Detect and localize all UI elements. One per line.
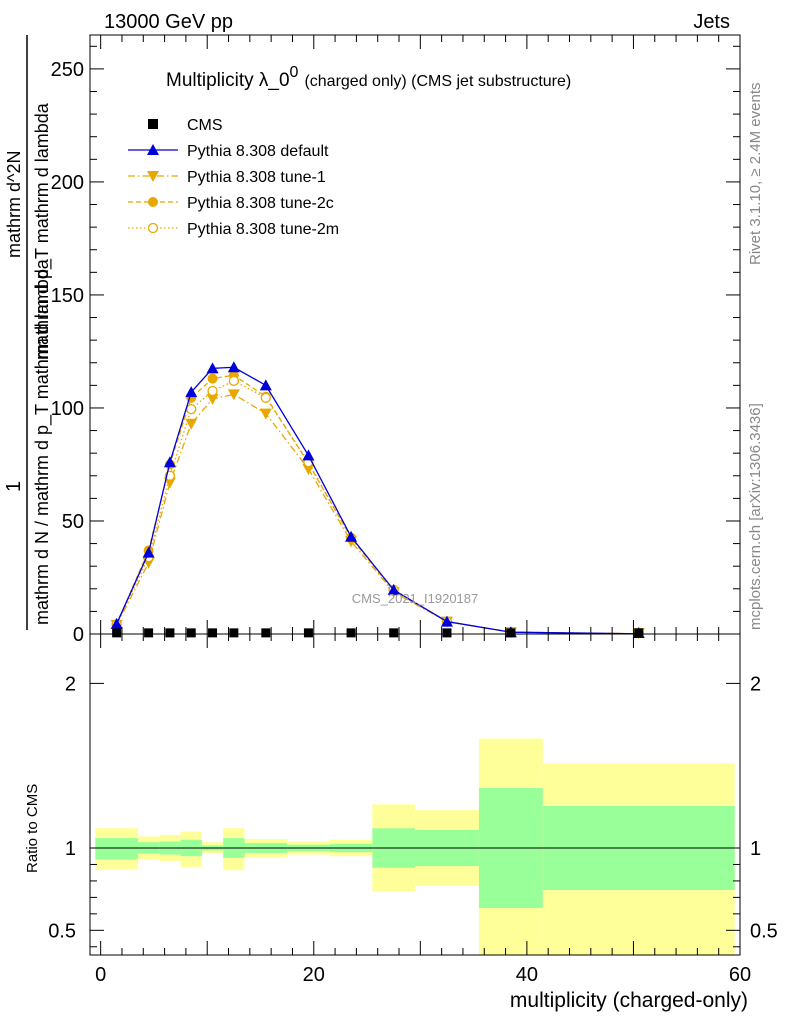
data-point: [345, 530, 358, 542]
y-tick-label: 50: [62, 511, 84, 533]
main-panel: CMS_2021_I1920187 0 50 100 150 200 250 Multip…: [51, 34, 741, 646]
x-tick-label: 20: [303, 964, 325, 986]
data-point: [186, 628, 196, 638]
ratio-y-tick-label-right: 0.5: [750, 920, 778, 942]
y-label-denominator: mathrm d N / mathrm d p_T mathrm d lambd…: [32, 258, 53, 625]
y-tick-label: 250: [51, 59, 84, 81]
x-tick-label: 0: [95, 964, 106, 986]
legend-label: Pythia 8.308 tune-2c: [187, 195, 334, 212]
data-point: [165, 628, 175, 638]
y-label-numerator: 1: [3, 481, 25, 492]
data-point: [148, 119, 158, 129]
ratio-y-tick-label: 1: [65, 838, 76, 860]
data-point: [110, 617, 123, 629]
title-sup: 0: [290, 64, 299, 81]
ratio-y-tick-label-right: 1: [750, 838, 761, 860]
series-0: [112, 628, 644, 638]
data-point: [185, 386, 198, 398]
data-point: [147, 171, 159, 182]
ratio-y-tick-label: 0.5: [48, 920, 76, 942]
data-point: [227, 389, 240, 401]
data-point: [442, 628, 452, 638]
x-tick-label: 60: [729, 964, 751, 986]
main-y-label: 1 mathrm d N / mathrm d p_T mathrm d lam…: [3, 35, 53, 630]
data-point: [144, 628, 154, 638]
data-point: [389, 628, 399, 638]
y-tick-label: 150: [51, 285, 84, 307]
data-point: [227, 361, 240, 373]
y-tick-label: 100: [51, 398, 84, 420]
legend-label: Pythia 8.308 default: [187, 143, 329, 160]
data-point: [302, 449, 315, 461]
data-point: [346, 628, 356, 638]
mcplots-note: mcplots.cern.ch [arXiv:1306.3436]: [747, 403, 764, 630]
ratio-y-label: Ratio to CMS: [24, 784, 41, 873]
data-point: [163, 456, 176, 468]
x-tick-label: 40: [516, 964, 538, 986]
y-label-right-denominator: mathrm d p_T mathrm d lambda: [32, 102, 53, 360]
title-main: Multiplicity λ_0: [166, 70, 290, 91]
legend: CMS Pythia 8.308 default Pythia 8.308 tune…: [128, 117, 339, 238]
ratio-x-ticks: 0 20 40 60: [95, 634, 751, 986]
data-point: [186, 403, 197, 415]
rivet-note: Rivet 3.1.10, ≥ 2.4M events: [747, 83, 764, 266]
data-point: [387, 583, 400, 595]
data-point: [229, 628, 239, 638]
data-point: [142, 546, 155, 558]
data-point: [261, 628, 271, 638]
legend-label: Pythia 8.308 tune-1: [187, 169, 326, 186]
ratio-y-ticks: 0.5 0.5 1 1 2 2: [48, 673, 778, 948]
data-point: [148, 197, 158, 207]
data-point: [303, 628, 313, 638]
data-point: [260, 392, 271, 403]
data-point: [206, 362, 219, 374]
ratio-y-tick-label-right: 2: [750, 673, 761, 695]
chart-title: Multiplicity λ_00 (charged only) (CMS jet…: [166, 64, 571, 91]
data-point: [207, 385, 218, 397]
ratio-y-tick-label: 2: [65, 673, 76, 695]
data-point: [506, 628, 516, 638]
y-label-right-numerator: mathrm d^2N: [4, 151, 24, 258]
y-tick-label: 200: [51, 172, 84, 194]
data-point: [259, 408, 272, 420]
data-point: [163, 477, 176, 489]
legend-label: Pythia 8.308 tune-2m: [187, 221, 339, 238]
x-axis-label: multiplicity (charged-only): [510, 989, 748, 1012]
header-right: Jets: [693, 11, 730, 33]
data-point: [228, 375, 240, 386]
data-point: [185, 418, 198, 430]
data-point: [112, 628, 122, 638]
data-point: [147, 222, 159, 234]
watermark: CMS_2021_I1920187: [352, 591, 479, 606]
data-point: [634, 628, 644, 638]
y-tick-label: 0: [73, 624, 84, 646]
header-left: 13000 GeV pp: [104, 11, 233, 33]
data-point: [208, 628, 218, 638]
legend-label: CMS: [187, 117, 223, 134]
ratio-panel: 0.5 0.5 1 1 2 2 0 20 40 60 Ratio to CMS multipli…: [24, 633, 778, 1012]
data-point: [440, 615, 453, 627]
main-x-ticks: [100, 35, 741, 634]
ratio-inner-band: [95, 838, 138, 860]
ratio-frame: [89, 633, 741, 956]
data-point: [207, 373, 218, 384]
data-point: [147, 144, 159, 155]
data-point: [206, 393, 219, 405]
data-point: [259, 379, 272, 391]
title-rest: (charged only) (CMS jet substructure): [304, 73, 571, 90]
main-y-ticks: 0 50 100 150 200 250: [51, 45, 740, 646]
